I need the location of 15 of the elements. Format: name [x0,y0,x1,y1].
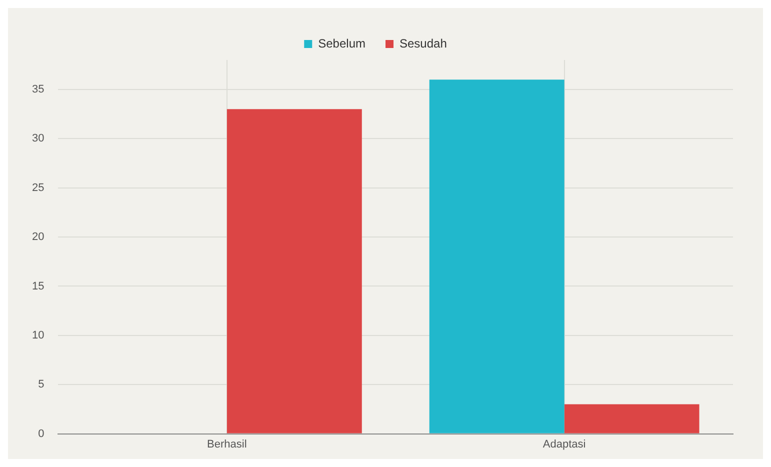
y-tick-label: 15 [32,280,44,292]
x-tick-label: Berhasil [207,438,247,450]
bar [564,404,700,434]
bar [429,80,564,434]
y-tick-label: 5 [38,378,44,391]
legend-label: Sebelum [318,36,366,50]
bar [226,109,362,434]
y-tick-label: 35 [32,84,44,96]
x-tick-label: Adaptasi [542,438,586,450]
legend-label: Sesudah [399,36,447,50]
y-tick-label: 10 [32,329,44,342]
y-tick-label: 0 [38,428,44,440]
y-tick-label: 20 [32,231,44,244]
y-tick-label: 25 [32,182,44,194]
y-tick-label: 30 [32,132,44,145]
